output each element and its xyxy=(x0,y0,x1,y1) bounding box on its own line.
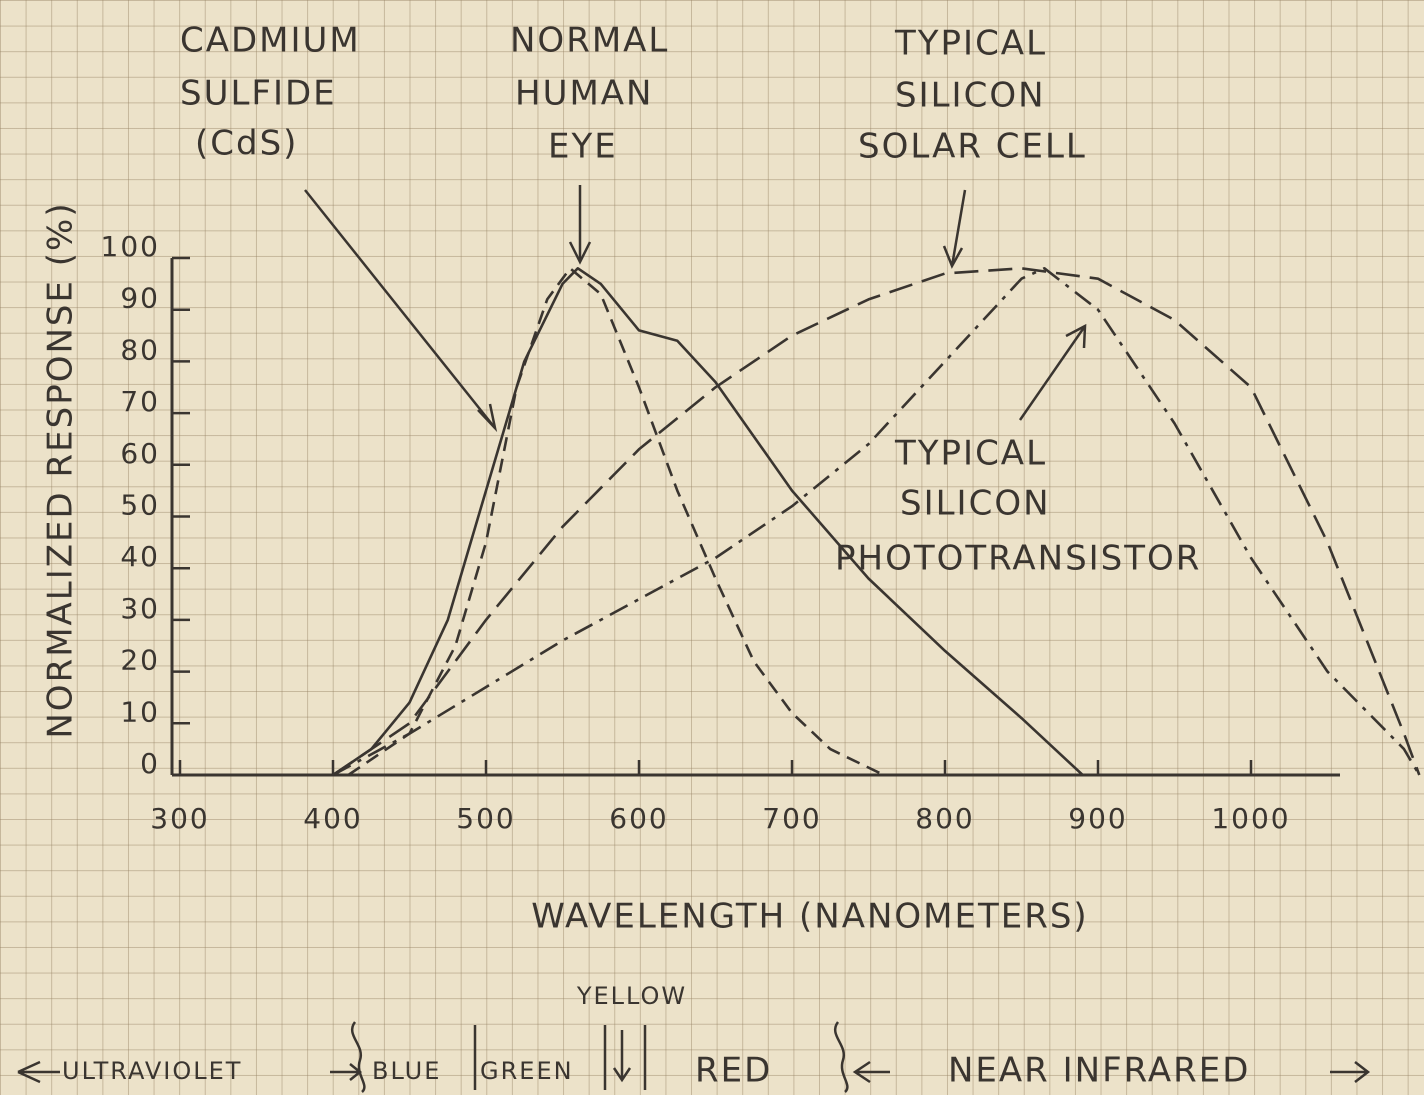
y-tick-label: 90 xyxy=(120,282,160,315)
x-tick-label: 1000 xyxy=(1211,802,1290,835)
series-line xyxy=(332,267,1421,777)
x-tick-label: 700 xyxy=(762,802,821,835)
series-label: TYPICAL xyxy=(894,24,1047,64)
y-tick-label: 20 xyxy=(120,644,160,677)
spectrum-label: NEAR INFRARED xyxy=(948,1051,1250,1091)
series-line xyxy=(347,267,885,777)
y-axis-label: NORMALIZED RESPONSE (%) xyxy=(41,201,81,738)
pointer-arrows xyxy=(304,185,1087,433)
series-line xyxy=(332,267,1084,777)
series-line xyxy=(332,267,1421,777)
series-label: EYE xyxy=(548,127,618,167)
y-tick-label: 80 xyxy=(120,333,160,366)
x-axis-label: WAVELENGTH (NANOMETERS) xyxy=(531,897,1088,937)
series-label: SILICON xyxy=(895,76,1046,116)
y-tick-label: 30 xyxy=(120,592,160,625)
y-tick-label: 70 xyxy=(120,385,160,418)
spectrum-label: RED xyxy=(695,1051,772,1091)
y-tick-label: 60 xyxy=(120,437,160,470)
x-tick-label: 600 xyxy=(609,802,668,835)
y-tick-label: 0 xyxy=(140,747,160,780)
x-tick-label: 500 xyxy=(456,802,515,835)
series-label: PHOTOTRANSISTOR xyxy=(835,539,1201,579)
series-label: CADMIUM xyxy=(180,21,361,61)
spectrum-label: ULTRAVIOLET xyxy=(62,1057,242,1085)
series-label: SOLAR CELL xyxy=(858,127,1087,167)
y-tick-label: 10 xyxy=(120,695,160,728)
y-tick-label: 100 xyxy=(101,230,160,263)
x-tick-label: 900 xyxy=(1068,802,1127,835)
series-label: (CdS) xyxy=(195,124,298,164)
x-tick-label: 300 xyxy=(150,802,209,835)
spectrum-label: BLUE xyxy=(372,1057,441,1085)
series-label: SULFIDE xyxy=(180,74,337,114)
x-tick-label: 400 xyxy=(303,802,362,835)
series-label: SILICON xyxy=(900,484,1051,524)
series-label: TYPICAL xyxy=(894,434,1047,474)
series-label: HUMAN xyxy=(515,74,653,114)
y-tick-label: 40 xyxy=(120,540,160,573)
x-tick-label: 800 xyxy=(915,802,974,835)
spectrum-dividers xyxy=(17,1021,1371,1093)
y-tick-label: 50 xyxy=(120,489,160,522)
series-label: NORMAL xyxy=(510,21,669,61)
spectrum-label: GREEN xyxy=(480,1057,574,1085)
spectrum-label: YELLOW xyxy=(576,982,687,1010)
